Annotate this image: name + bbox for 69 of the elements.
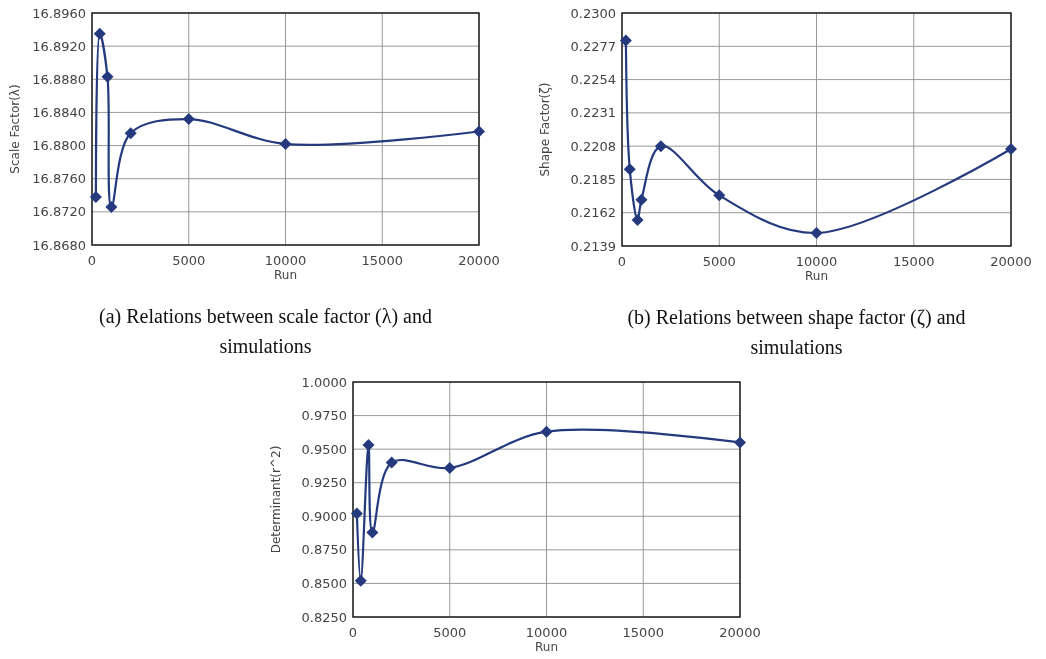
y-tick-label: 0.8750	[301, 542, 347, 558]
point	[623, 163, 636, 176]
y-tick-label: 16.8760	[32, 171, 86, 187]
y-tick-label: 0.2300	[570, 5, 616, 21]
point	[635, 193, 648, 206]
x-tick-label: 0	[348, 625, 358, 640]
point	[619, 34, 632, 47]
y-tick-label: 0.9250	[301, 475, 347, 491]
y-tick-label: 0.9750	[301, 408, 347, 424]
x-tick-label: 0	[617, 254, 627, 269]
y-tick-label: 0.2231	[570, 105, 616, 121]
y-tick-label: 0.2254	[570, 72, 616, 88]
y-tick-label: 0.2208	[570, 138, 616, 154]
x-tick-label: 5000	[172, 253, 206, 268]
x-tick-label: 0	[87, 253, 97, 268]
y-tick-label: 16.8880	[32, 71, 86, 87]
x-tick-label: 15000	[361, 253, 403, 268]
x-tick-label: 5000	[702, 254, 736, 269]
y-tick-label: 0.8250	[301, 609, 347, 625]
point	[385, 456, 398, 469]
point	[1005, 143, 1017, 156]
y-tick-label: 16.8720	[32, 204, 86, 220]
point	[473, 125, 485, 138]
y-tick-label: 16.8920	[32, 38, 86, 54]
y-tick-label: 0.2162	[570, 205, 616, 221]
y-axis-title: Determinant(r^2)	[269, 445, 283, 554]
y-tick-label: 0.8500	[301, 575, 347, 591]
y-tick-label: 0.9000	[301, 508, 347, 524]
y-axis-title: Scale Factor(λ)	[8, 84, 22, 174]
point	[366, 526, 379, 539]
point	[713, 189, 726, 202]
y-tick-label: 1.0000	[301, 374, 347, 390]
x-tick-label: 10000	[795, 254, 838, 269]
y-tick-label: 16.8680	[32, 237, 86, 253]
x-tick-label: 20000	[990, 254, 1032, 269]
x-tick-label: 15000	[893, 254, 935, 269]
point	[279, 137, 292, 150]
point	[443, 461, 456, 474]
y-tick-label: 16.8800	[32, 138, 86, 154]
x-axis-title: Run	[804, 269, 829, 283]
point	[101, 70, 114, 83]
x-axis-title: Run	[534, 640, 559, 654]
point	[810, 226, 823, 239]
x-tick-label: 10000	[525, 625, 568, 640]
point	[93, 27, 106, 40]
y-tick-label: 16.8840	[32, 104, 86, 120]
x-axis-title: Run	[273, 268, 298, 282]
point	[734, 436, 746, 449]
y-tick-label: 0.9500	[301, 441, 347, 457]
point	[105, 200, 118, 213]
x-tick-label: 20000	[719, 625, 761, 640]
x-tick-label: 20000	[458, 253, 500, 268]
x-tick-label: 10000	[264, 253, 307, 268]
point	[631, 213, 644, 226]
y-tick-label: 16.8960	[32, 5, 86, 21]
point	[540, 425, 553, 438]
point	[350, 507, 363, 520]
point	[182, 113, 195, 126]
y-tick-label: 0.2277	[570, 38, 616, 54]
text: (a) Relations between scale factor (λ) and simulations	[99, 305, 432, 357]
text: (b) Relations between shape factor (ζ) and simulations	[627, 306, 966, 358]
y-tick-label: 0.2139	[570, 238, 616, 254]
point	[124, 127, 137, 140]
point	[654, 140, 667, 153]
point	[354, 574, 367, 587]
x-tick-label: 15000	[622, 625, 664, 640]
y-axis-title: Shape Factor(ζ)	[538, 82, 552, 177]
y-tick-label: 0.2185	[570, 171, 616, 187]
x-tick-label: 5000	[433, 625, 467, 640]
